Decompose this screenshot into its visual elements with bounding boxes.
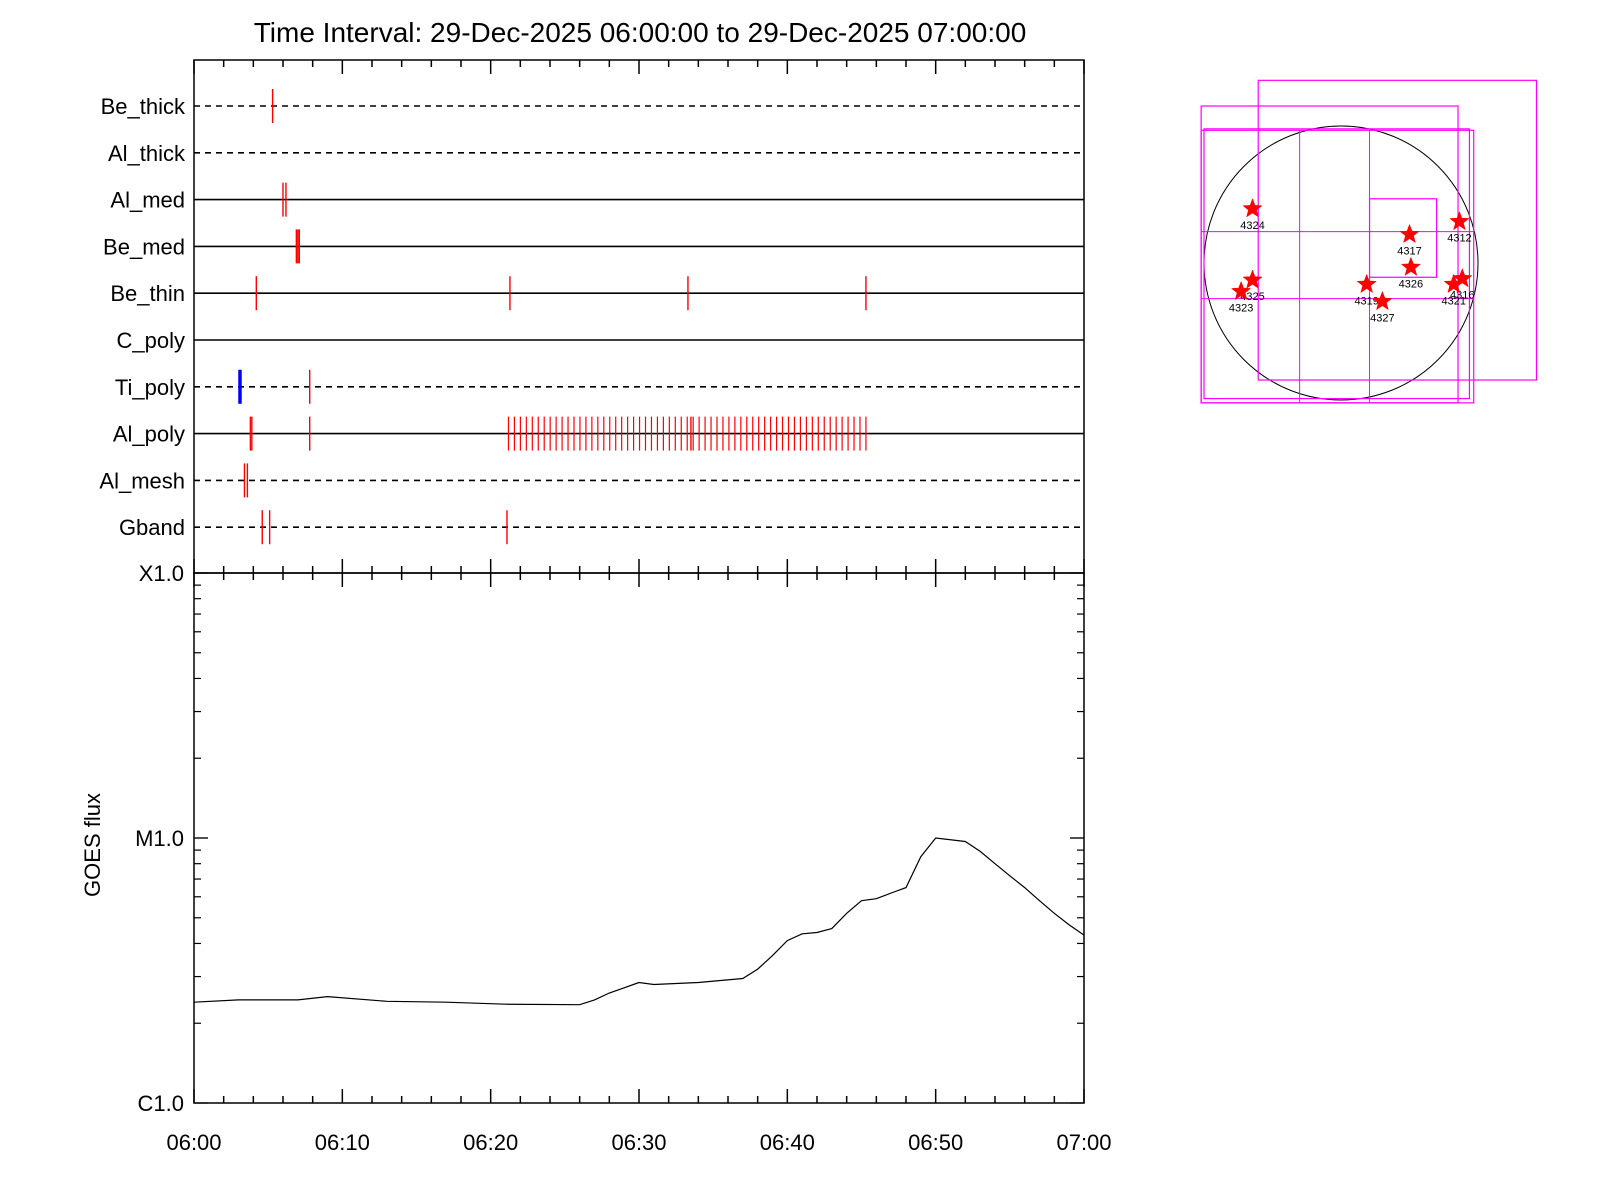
goes-y-tick-label: M1.0 — [135, 826, 184, 851]
goes-x-tick-label: 06:10 — [315, 1130, 370, 1155]
filter-timeline-panel: Be_thick Al_thick Al_med Be_med Be_thin C_pol… — [99, 59, 1085, 574]
filter-label-Be_thin: Be_thin — [110, 281, 185, 306]
active-region-star-icon — [1356, 273, 1377, 294]
filter-label-Al_med: Al_med — [110, 188, 185, 213]
goes-flux-line — [193, 837, 1085, 1006]
active-region-label: 4312 — [1447, 233, 1471, 245]
exposure-marks — [238, 89, 867, 545]
filter-label-Al_poly: Al_poly — [113, 422, 185, 447]
goes-y-axis-label: GOES flux — [80, 793, 105, 897]
goes-x-tick-label: 06:20 — [463, 1130, 518, 1155]
filter-label-Gband: Gband — [119, 515, 185, 540]
chart-title: Time Interval: 29-Dec-2025 06:00:00 to 2… — [254, 17, 1027, 48]
timeline-frame — [193, 59, 1085, 574]
active-region-star-icon — [1400, 256, 1422, 276]
fov-box — [1257, 79, 1538, 381]
fov-box — [1203, 128, 1471, 400]
active-region-label: 4319 — [1354, 295, 1378, 307]
active-region-label: 4324 — [1240, 220, 1264, 232]
goes-x-tick-label: 07:00 — [1056, 1130, 1111, 1155]
active-region-star-icon — [1399, 223, 1420, 244]
active-region-star-icon — [1242, 269, 1263, 289]
goes-flux-panel: C1.0M1.0X1.0 06:00 06:10 06:20 06:30 06:40 06… — [80, 561, 1112, 1155]
filter-label-C_poly: C_poly — [117, 328, 185, 353]
filter-label-Be_med: Be_med — [103, 234, 185, 259]
filter-label-Al_thick: Al_thick — [108, 141, 186, 166]
active-region-star-icon — [1449, 210, 1470, 231]
goes-x-tick-label: 06:40 — [760, 1130, 815, 1155]
fov-box — [1200, 129, 1475, 404]
active-region-label: 4317 — [1397, 245, 1421, 257]
fov-boxes — [1200, 79, 1538, 404]
filter-rows: Be_thick Al_thick Al_med Be_med Be_thin C_pol… — [99, 94, 1084, 540]
filter-label-Be_thick: Be_thick — [101, 94, 186, 119]
goes-x-tick-labels: 06:00 06:10 06:20 06:30 06:40 06:50 07:00 — [166, 1130, 1111, 1155]
active-region-star-icon — [1230, 280, 1252, 301]
goes-y-tick-labels: C1.0 M1.0 X1.0 — [135, 561, 184, 1116]
active-region-star-icon — [1372, 290, 1393, 311]
filter-label-Ti_poly: Ti_poly — [115, 375, 185, 400]
goes-x-tick-label: 06:00 — [166, 1130, 221, 1155]
active-region-label: 4327 — [1370, 313, 1394, 325]
goes-x-tick-label: 06:50 — [908, 1130, 963, 1155]
active-region-label: 4326 — [1399, 278, 1423, 290]
goes-frame — [193, 572, 1085, 1104]
active-region-label: 4316 — [1450, 290, 1474, 302]
active-region-label: 4321 — [1441, 295, 1465, 307]
active-region-star-icon — [1443, 273, 1464, 294]
goes-ticks — [193, 572, 1085, 1104]
filter-label-Al_mesh: Al_mesh — [99, 468, 185, 493]
active-region-label: 4323 — [1229, 303, 1253, 315]
active-region-label: 4325 — [1240, 291, 1264, 303]
goes-y-tick-label: X1.0 — [139, 561, 184, 586]
goes-x-tick-label: 06:30 — [611, 1130, 666, 1155]
timeline-ticks — [193, 60, 1085, 573]
active-region-star-icon — [1242, 198, 1263, 218]
active-region-star-icon — [1452, 267, 1473, 288]
goes-y-tick-label: C1.0 — [138, 1091, 184, 1116]
